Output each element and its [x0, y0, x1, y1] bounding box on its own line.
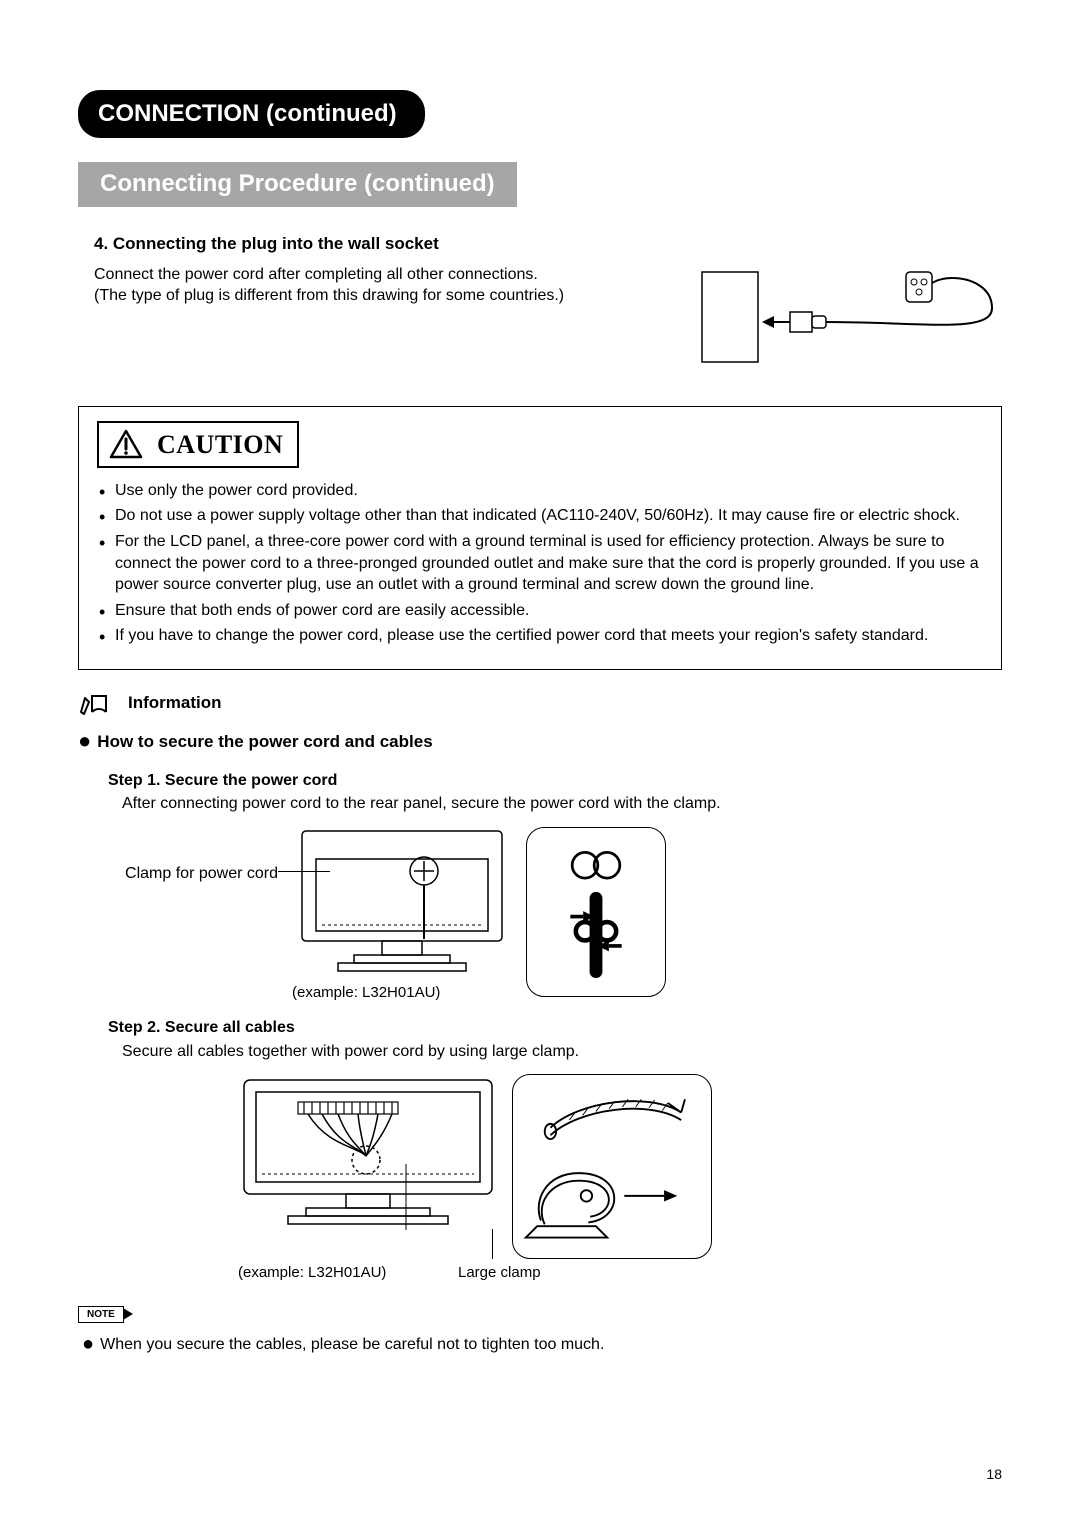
large-clamp-zoom-illustration [512, 1074, 712, 1259]
caution-item: For the LCD panel, a three-core power co… [99, 531, 983, 596]
caution-item: If you have to change the power cord, pl… [99, 625, 983, 647]
wall-plug-illustration [692, 264, 1002, 384]
information-row: Information [78, 690, 1002, 716]
howto-heading: ●How to secure the power cord and cables [78, 726, 1002, 756]
clamp-label-text: Clamp for power cord [125, 865, 278, 882]
step2-body: Secure all cables together with power co… [122, 1041, 1002, 1063]
caution-title: CAUTION [157, 427, 283, 462]
warning-icon [109, 429, 143, 459]
clamp-zoom-illustration [526, 827, 666, 997]
note-text: When you secure the cables, please be ca… [100, 1336, 604, 1353]
caution-header: CAUTION [97, 421, 299, 468]
caution-item: Do not use a power supply voltage other … [99, 505, 983, 527]
note-line: ●When you secure the cables, please be c… [78, 1331, 1002, 1358]
step4-line1: Connect the power cord after completing … [94, 264, 672, 286]
step2-captions: (example: L32H01AU) Large clamp [238, 1263, 1002, 1283]
step2-figure-row [238, 1074, 1002, 1259]
step4-heading: 4. Connecting the plug into the wall soc… [94, 233, 1002, 256]
step1-title: Step 1. Secure the power cord [108, 770, 1002, 792]
step2-title: Step 2. Secure all cables [108, 1017, 1002, 1039]
step1-body: After connecting power cord to the rear … [122, 793, 1002, 815]
caution-item: Use only the power cord provided. [99, 480, 983, 502]
subsection-bar: Connecting Procedure (continued) [78, 162, 517, 206]
step1-caption: (example: L32H01AU) [292, 983, 512, 1003]
step2-caption-b: Large clamp [458, 1263, 541, 1283]
caution-item: Ensure that both ends of power cord are … [99, 600, 983, 622]
page-number: 18 [986, 1465, 1002, 1484]
clamp-label: Clamp for power cord [108, 827, 278, 885]
step1-figure-row: Clamp for power cord [108, 827, 1002, 1003]
tv-rear-illustration-2 [238, 1074, 498, 1234]
pencil-note-icon [78, 690, 118, 716]
caution-list: Use only the power cord provided. Do not… [97, 480, 983, 647]
step4-line2: (The type of plug is different from this… [94, 285, 672, 307]
information-label: Information [128, 692, 222, 715]
caution-box: CAUTION Use only the power cord provided… [78, 406, 1002, 670]
note-tag: NOTE [78, 1306, 124, 1324]
tv-rear-illustration-1 [292, 827, 512, 977]
section-pill: CONNECTION (continued) [78, 90, 425, 138]
howto-heading-text: How to secure the power cord and cables [97, 732, 432, 751]
step2-caption-a: (example: L32H01AU) [238, 1263, 418, 1283]
